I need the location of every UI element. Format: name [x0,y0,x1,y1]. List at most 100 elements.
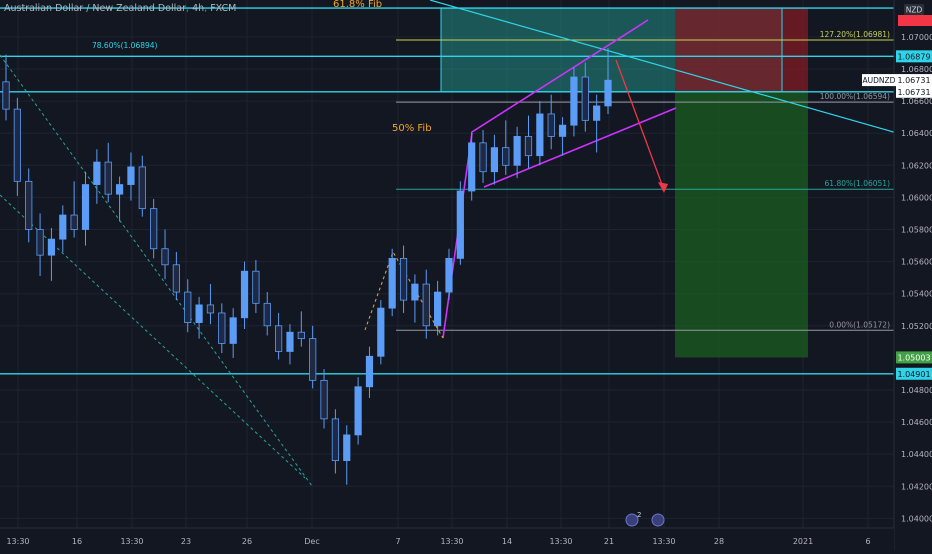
candle-body-up [365,355,374,388]
wedge-lower [483,107,677,188]
symbol-title[interactable]: Australian Dollar / New Zealand Dollar, … [4,3,236,14]
time-tick-label: 28 [714,537,724,546]
candle [558,117,567,156]
candle-body-up [434,291,442,327]
candle [388,248,396,317]
candle-body-up [286,331,294,352]
candle-body-up [490,147,499,173]
symbol-badge-bg [862,74,896,87]
time-tick-label: 7 [395,537,400,546]
fib-level-label: 127.20%(1.06981) [820,30,890,39]
time-tick-label: 23 [181,537,191,546]
price-tick-label: 1.05400 [901,290,932,299]
candle [343,425,351,485]
candle-body-down [331,418,339,461]
candle [456,181,464,265]
economic-event-icon[interactable] [625,513,639,527]
candle-body-down [184,291,192,323]
currency-badge-bg [904,4,924,15]
candle [434,280,442,336]
candle-body-up [411,283,419,301]
price-badge-bg [896,50,932,63]
trendline-dashed-upper [0,54,313,487]
fib-level-label: 0.00%(1.05172) [829,320,890,329]
price-tick-label: 1.06800 [901,65,932,74]
time-axis[interactable]: 13:30 16 13:30 23 26 Dec 7 13:30 14 13:30 21 13:30 2… [0,527,894,550]
price-badge-bg [896,351,932,364]
candle-body-up [47,238,56,256]
price-tick-label: 1.05200 [901,322,932,331]
candle [422,269,430,339]
candle [81,171,90,246]
candle-body-down [70,214,78,230]
candle-body-down [297,331,305,340]
candle [36,213,44,277]
fib-level-label: 100.00%(1.06594) [820,92,890,101]
target-arrow [615,59,668,193]
title-sep: , [186,3,193,14]
candle [229,308,237,358]
price-badges: 1.06879 AUDNZD 1.06731 1.06731 1.05003 1.0490… [862,50,932,380]
candle-body-up [388,257,396,309]
exchange: FXCM [210,3,237,14]
candle [150,199,158,259]
chart-grid [0,0,894,528]
candle [13,97,21,196]
position-zones [440,7,808,358]
candle-body-down [161,248,169,266]
candle [490,134,499,185]
candle-body-down [320,379,328,420]
fib-retracement: 127.20%(1.06981) 100.00%(1.06594) 61.80%(1… [396,30,894,331]
candle [570,67,578,137]
candle [547,94,555,150]
candle [47,227,56,281]
symbol-badge-label: AUDNZD [863,76,896,85]
price-tick-label: 1.05600 [901,258,932,267]
candle [263,292,271,336]
candle-body-down [36,229,44,256]
timeframe: 4h [192,3,205,14]
candle [297,311,305,347]
time-tick-label: 13:30 [440,537,463,546]
candle-body-up [229,317,237,344]
candle-body-down [104,161,112,195]
event-icons[interactable]: 2 [625,511,665,527]
candle-body-down [206,304,215,314]
time-tick-label: 26 [242,537,252,546]
candle-body-down [581,76,589,121]
candle [445,248,453,301]
candle-body-up [93,161,101,185]
price-tick-label: 1.06400 [901,129,932,138]
candle-body-down [252,270,260,304]
candle [59,205,67,252]
candle-body-up [513,136,521,166]
event-count-label: 2 [637,511,641,519]
price-badge-label: 1.06731 [897,88,930,97]
candle [365,346,374,399]
candle [115,176,124,222]
candle-body-up [240,270,249,319]
economic-event-icon[interactable] [651,513,665,527]
candle-body-up [558,124,567,137]
time-tick-label: Dec [304,537,319,546]
fib-50-annotation: 50% Fib [392,123,432,134]
candle [331,409,339,474]
title-sep: , [204,3,211,14]
candle-body-up [354,386,362,436]
quote-currency-label: NZD [906,6,923,15]
candlestick-series [2,48,612,485]
candle [479,129,487,183]
candle [593,94,601,153]
candle-body-down [309,338,317,381]
time-tick-label: 13:30 [120,537,143,546]
trendline-top-right [429,0,898,134]
price-badge-label: 1.05003 [897,353,930,362]
candle-body-up [445,257,453,293]
time-tick-label: 16 [72,537,82,546]
candle-body-down [218,312,226,344]
candle-body-down [524,136,533,157]
time-axis-bg [0,528,894,550]
candle [536,101,544,166]
